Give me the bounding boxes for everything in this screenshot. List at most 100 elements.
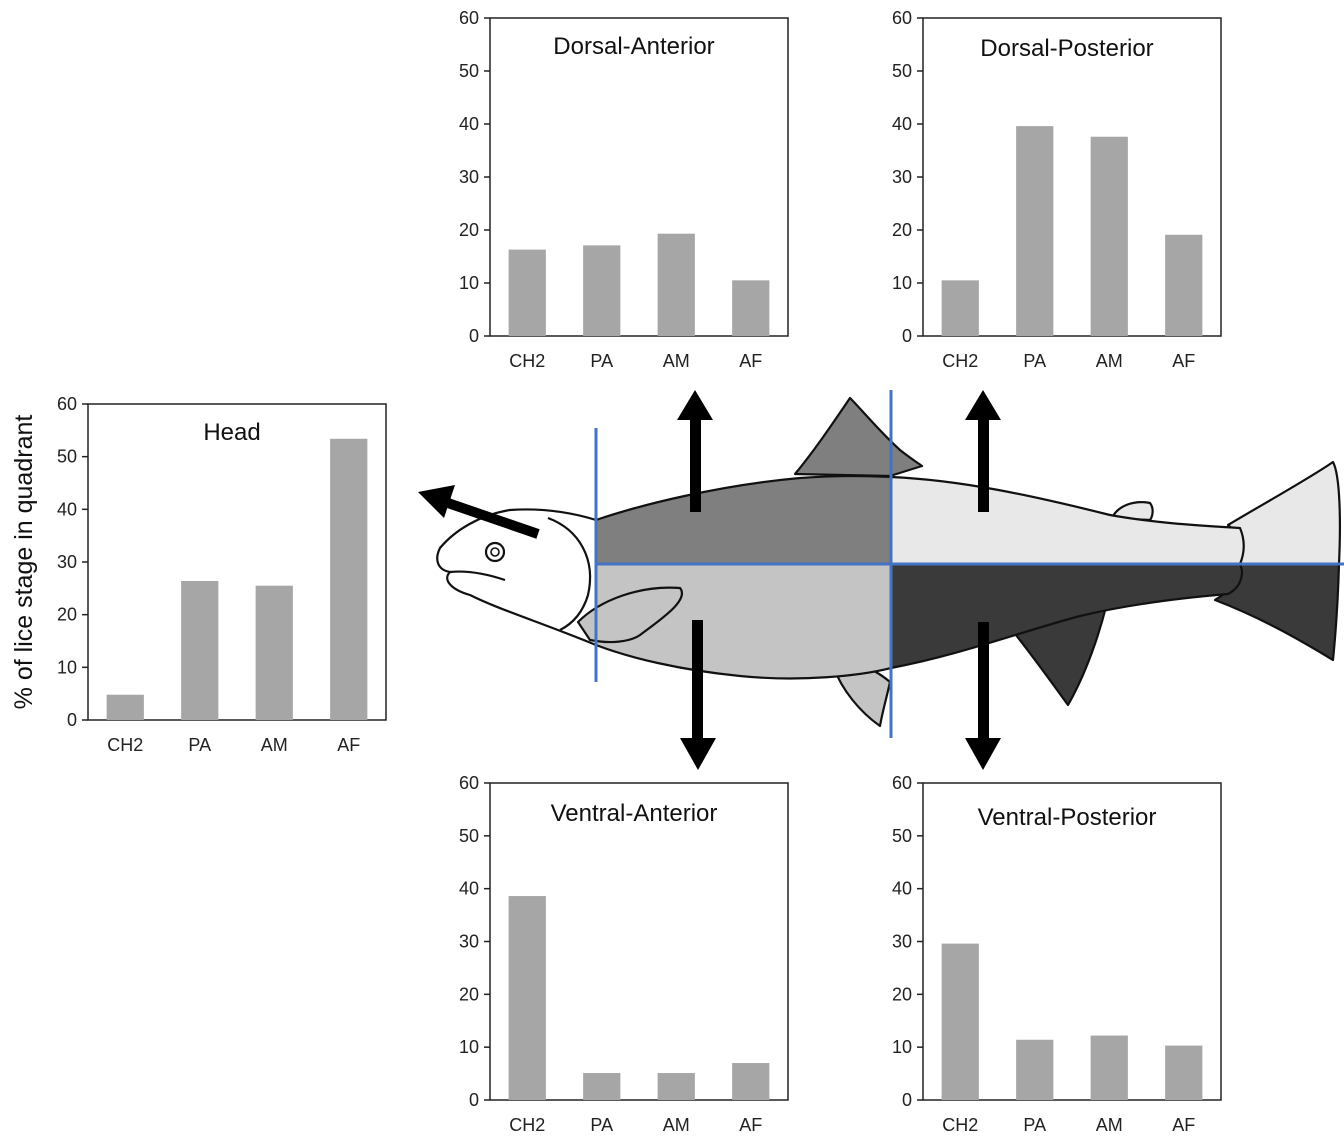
y-tick-label: 20 bbox=[57, 605, 77, 625]
arrows bbox=[418, 390, 1001, 770]
y-tick-label: 50 bbox=[892, 826, 912, 846]
y-tick-label: 10 bbox=[57, 657, 77, 677]
bar-ch2 bbox=[941, 280, 979, 336]
arrow-head bbox=[418, 485, 540, 539]
x-tick-label: PA bbox=[188, 735, 211, 755]
y-tick-label: 40 bbox=[459, 879, 479, 899]
bar-af bbox=[330, 438, 368, 720]
pectoral-fin bbox=[576, 586, 684, 644]
x-tick-label: CH2 bbox=[942, 1115, 978, 1135]
chart-ventral-anterior: 0 10 20 30 40 50 60 CH2 PA AM AF Ventral-Anterior bbox=[459, 773, 789, 1135]
y-tick-label: 20 bbox=[892, 220, 912, 240]
y-tick-label: 60 bbox=[459, 773, 479, 793]
bar-af bbox=[732, 280, 770, 336]
fish-mouth bbox=[449, 570, 506, 582]
x-tick-label: AF bbox=[739, 1115, 762, 1135]
y-tick-label: 0 bbox=[469, 326, 479, 346]
bar-am bbox=[657, 233, 695, 336]
x-tick-label: PA bbox=[1023, 351, 1046, 371]
y-tick-label: 50 bbox=[892, 61, 912, 81]
bar-am bbox=[1090, 1035, 1128, 1100]
y-tick-label: 60 bbox=[892, 773, 912, 793]
x-tick-label: PA bbox=[590, 1115, 613, 1135]
bar-am bbox=[657, 1073, 695, 1100]
x-tick-label: AM bbox=[663, 1115, 690, 1135]
y-tick-label: 40 bbox=[459, 114, 479, 134]
y-tick-label: 0 bbox=[902, 1090, 912, 1110]
y-tick-label: 0 bbox=[469, 1090, 479, 1110]
bar-am bbox=[1090, 136, 1128, 336]
y-tick-label: 50 bbox=[459, 61, 479, 81]
chart-title: Dorsal-Posterior bbox=[980, 35, 1153, 62]
y-tick-label: 30 bbox=[459, 167, 479, 187]
tail-fin-upper bbox=[1226, 460, 1342, 566]
x-tick-label: PA bbox=[1023, 1115, 1046, 1135]
y-axis-label: % of lice stage in quadrant bbox=[10, 415, 38, 710]
arrow-dorsal-anterior bbox=[677, 390, 713, 512]
x-tick-label: PA bbox=[590, 351, 613, 371]
y-tick-label: 30 bbox=[892, 932, 912, 952]
bar-ch2 bbox=[106, 694, 144, 720]
x-tick-label: AF bbox=[1172, 1115, 1195, 1135]
adipose-fin bbox=[1110, 501, 1154, 522]
y-tick-label: 30 bbox=[57, 552, 77, 572]
x-tick-label: CH2 bbox=[107, 735, 143, 755]
fish-head bbox=[436, 508, 598, 647]
y-tick-label: 0 bbox=[67, 710, 77, 730]
salmon-illustration bbox=[436, 396, 1342, 728]
y-tick-label: 20 bbox=[892, 984, 912, 1004]
y-tick-label: 60 bbox=[892, 8, 912, 28]
bar-ch2 bbox=[508, 896, 546, 1100]
y-tick-label: 0 bbox=[902, 326, 912, 346]
x-tick-label: AF bbox=[739, 351, 762, 371]
arrow-dorsal-posterior bbox=[965, 390, 1001, 512]
x-tick-label: AM bbox=[261, 735, 288, 755]
x-tick-label: AM bbox=[1096, 1115, 1123, 1135]
x-tick-label: CH2 bbox=[509, 1115, 545, 1135]
chart-title: Head bbox=[203, 419, 260, 446]
chart-title: Dorsal-Anterior bbox=[553, 33, 714, 60]
y-tick-label: 20 bbox=[459, 984, 479, 1004]
y-tick-label: 20 bbox=[459, 220, 479, 240]
chart-head: 0 10 20 30 40 50 60 CH2 PA AM AF Head bbox=[57, 394, 387, 755]
bar-ch2 bbox=[508, 249, 546, 336]
y-tick-label: 10 bbox=[459, 273, 479, 293]
y-tick-label: 50 bbox=[57, 447, 77, 467]
chart-dorsal-anterior: 0 10 20 30 40 50 60 CH2 PA AM AF Dorsal-Anterior bbox=[459, 8, 789, 371]
y-tick-label: 40 bbox=[892, 114, 912, 134]
bar-af bbox=[1165, 1045, 1203, 1100]
bar-af bbox=[1165, 234, 1203, 336]
x-tick-label: AF bbox=[337, 735, 360, 755]
x-tick-label: AF bbox=[1172, 351, 1195, 371]
arrow-ventral-anterior bbox=[680, 620, 716, 770]
bar-pa bbox=[1016, 126, 1054, 337]
y-tick-label: 10 bbox=[459, 1037, 479, 1057]
y-tick-label: 60 bbox=[459, 8, 479, 28]
x-tick-label: CH2 bbox=[942, 351, 978, 371]
bar-ch2 bbox=[941, 943, 979, 1100]
bar-pa bbox=[583, 1073, 621, 1100]
bar-pa bbox=[583, 245, 621, 336]
bar-pa bbox=[1016, 1039, 1054, 1100]
x-tick-label: CH2 bbox=[509, 351, 545, 371]
quadrant-dorsal-anterior bbox=[594, 474, 893, 566]
bar-pa bbox=[181, 580, 219, 720]
chart-ventral-posterior: 0 10 20 30 40 50 60 CH2 PA AM AF Ventral-Posterior bbox=[892, 773, 1222, 1135]
y-tick-label: 40 bbox=[892, 879, 912, 899]
y-tick-label: 10 bbox=[892, 1037, 912, 1057]
bar-am bbox=[255, 585, 293, 720]
chart-title: Ventral-Posterior bbox=[978, 804, 1157, 831]
y-tick-label: 30 bbox=[459, 932, 479, 952]
chart-title: Ventral-Anterior bbox=[551, 800, 718, 827]
quadrant-dividers bbox=[594, 390, 1344, 738]
arrow-ventral-posterior bbox=[965, 622, 1001, 770]
y-tick-label: 60 bbox=[57, 394, 77, 414]
gill-cover bbox=[547, 516, 592, 631]
dorsal-fin bbox=[793, 396, 924, 478]
y-tick-label: 10 bbox=[892, 273, 912, 293]
y-tick-label: 40 bbox=[57, 499, 77, 519]
quadrant-dorsal-posterior bbox=[889, 475, 1245, 566]
x-tick-label: AM bbox=[663, 351, 690, 371]
chart-dorsal-posterior: 0 10 20 30 40 50 60 CH2 PA AM AF Dorsal-Posterior bbox=[892, 8, 1222, 371]
